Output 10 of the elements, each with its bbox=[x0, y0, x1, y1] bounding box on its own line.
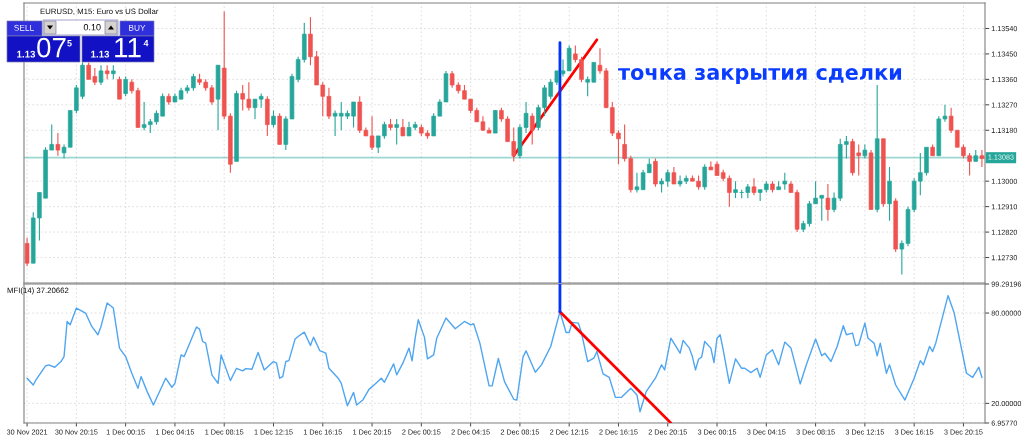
annotation: 5 bbox=[67, 40, 72, 47]
annotation: точка закрытия сделки bbox=[618, 68, 902, 85]
annotation: 4 bbox=[143, 40, 149, 47]
annotation: 1.13 bbox=[17, 50, 36, 58]
annotation: 07 bbox=[37, 37, 66, 58]
annotation: SELL bbox=[14, 24, 34, 31]
annotation: BUY bbox=[129, 24, 146, 31]
annotation: 11 bbox=[115, 38, 141, 58]
annotation: 1.13 bbox=[91, 50, 110, 58]
annotation: 0.10 bbox=[83, 24, 101, 31]
